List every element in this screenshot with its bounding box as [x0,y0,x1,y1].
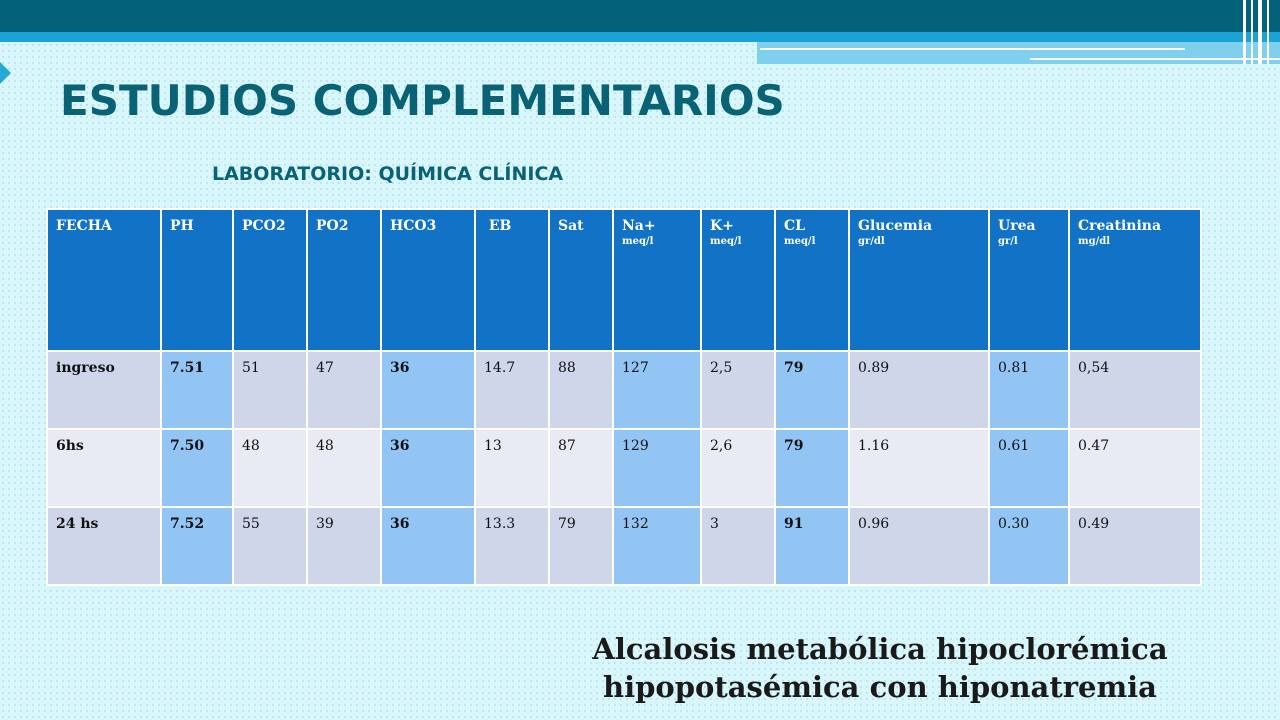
header-unit: mg/dl [1078,236,1111,247]
date-cell: 24 hs [46,506,162,586]
header-cell: FECHA [46,208,162,352]
header-cell: PH [160,208,234,352]
glucemia-cell: 1.16 [848,428,990,508]
sat-cell: 87 [548,428,614,508]
eb-cell: 13.3 [474,506,550,586]
lab-results-table: FECHA PH PCO2 PO2 HCO3 EB Sat Na+ meq/l K… [46,208,1202,586]
creatinina-cell: 0.49 [1068,506,1202,586]
na-cell: 129 [612,428,702,508]
eb-cell: 13 [474,428,550,508]
urea-cell: 0.30 [988,506,1070,586]
ph-cell: 7.50 [160,428,234,508]
ph-cell: 7.52 [160,506,234,586]
date-cell: 6hs [46,428,162,508]
header-cell: Glucemia gr/dl [848,208,990,352]
urea-cell: 0.61 [988,428,1070,508]
slide-marker-triangle [0,62,11,84]
table-row: 24 hs 7.52 55 39 36 13.3 79 132 3 91 0.9… [46,506,1202,586]
urea-cell: 0.81 [988,350,1070,430]
table-header-row: FECHA PH PCO2 PO2 HCO3 EB Sat Na+ meq/l K… [46,208,1202,352]
na-cell: 127 [612,350,702,430]
conclusion-line-1: Alcalosis metabólica hipoclorémica [592,632,1168,666]
conclusion-text: Alcalosis metabólica hipoclorémica hipop… [560,630,1200,706]
cl-cell: 79 [774,428,850,508]
top-banner [0,0,1280,32]
glucemia-cell: 0.89 [848,350,990,430]
header-label: EB [484,218,512,234]
po2-cell: 48 [306,428,382,508]
header-unit: gr/l [998,236,1018,247]
header-cell: PO2 [306,208,382,352]
header-cell: CL meq/l [774,208,850,352]
header-cell: Na+ meq/l [612,208,702,352]
hco3-cell: 36 [380,350,476,430]
po2-cell: 47 [306,350,382,430]
sat-cell: 88 [548,350,614,430]
pco2-cell: 55 [232,506,308,586]
header-cell: PCO2 [232,208,308,352]
creatinina-cell: 0.47 [1068,428,1202,508]
hco3-cell: 36 [380,506,476,586]
page-title: ESTUDIOS COMPLEMENTARIOS [60,76,785,125]
po2-cell: 39 [306,506,382,586]
header-label: HCO3 [390,218,437,234]
header-unit: meq/l [622,236,654,247]
k-cell: 3 [700,506,776,586]
decor-stripe [1258,0,1262,64]
decor-stripe [1267,0,1269,64]
top-light-bar [757,42,1280,64]
header-cell: HCO3 [380,208,476,352]
cl-cell: 91 [774,506,850,586]
header-label: PCO2 [242,218,286,234]
table-row: ingreso 7.51 51 47 36 14.7 88 127 2,5 79… [46,350,1202,430]
header-unit: gr/dl [858,236,885,247]
ph-cell: 7.51 [160,350,234,430]
k-cell: 2,5 [700,350,776,430]
pco2-cell: 48 [232,428,308,508]
top-decor-line-2 [1030,58,1280,60]
glucemia-cell: 0.96 [848,506,990,586]
conclusion-line-2: hipopotasémica con hiponatremia [603,670,1157,704]
header-label: CL [784,218,805,234]
header-cell: K+ meq/l [700,208,776,352]
header-label: PO2 [316,218,349,234]
header-label: K+ [710,218,734,234]
header-label: Na+ [622,218,656,234]
hco3-cell: 36 [380,428,476,508]
header-label: Creatinina [1078,218,1162,234]
header-label: PH [170,218,194,234]
header-unit: meq/l [784,236,816,247]
creatinina-cell: 0,54 [1068,350,1202,430]
cl-cell: 79 [774,350,850,430]
header-label: Sat [558,218,584,234]
header-cell: Creatinina mg/dl [1068,208,1202,352]
sat-cell: 79 [548,506,614,586]
header-label: Urea [998,218,1036,234]
table-row: 6hs 7.50 48 48 36 13 87 129 2,6 79 1.16 … [46,428,1202,508]
k-cell: 2,6 [700,428,776,508]
header-unit: meq/l [710,236,742,247]
header-label: Glucemia [858,218,933,234]
top-accent-bar [0,32,1280,42]
top-decor-line [760,48,1185,50]
na-cell: 132 [612,506,702,586]
eb-cell: 14.7 [474,350,550,430]
header-cell: Sat [548,208,614,352]
header-cell: EB [474,208,550,352]
section-subtitle: LABORATORIO: QUÍMICA CLÍNICA [212,163,564,185]
decor-stripe [1243,0,1246,64]
header-cell: Urea gr/l [988,208,1070,352]
decor-stripe [1251,0,1253,64]
pco2-cell: 51 [232,350,308,430]
header-label: FECHA [56,218,112,234]
date-cell: ingreso [46,350,162,430]
